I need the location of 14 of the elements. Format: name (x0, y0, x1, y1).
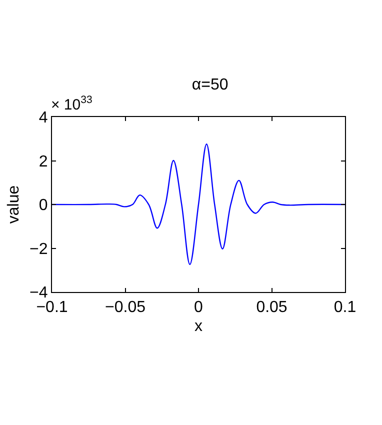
x-tick-label: −0.1 (36, 299, 68, 316)
y-tick-label: −4 (30, 284, 48, 302)
y-tick-label: 2 (38, 153, 48, 170)
x-tick-label: 0 (194, 299, 204, 316)
x-tick-label: 0.1 (334, 299, 356, 316)
y-tick-label: −2 (30, 240, 48, 258)
x-tick-label: 0.05 (256, 299, 288, 316)
x-tick-label: −0.05 (105, 299, 146, 316)
y-tick-label: 0 (38, 197, 48, 214)
y-tick-label: 4 (38, 110, 48, 127)
chart-title: α=50 (192, 76, 228, 94)
text: × 10$^{33}$ (51, 94, 92, 114)
y-axis-title: value (5, 185, 22, 224)
x-axis-title: x (194, 318, 202, 335)
